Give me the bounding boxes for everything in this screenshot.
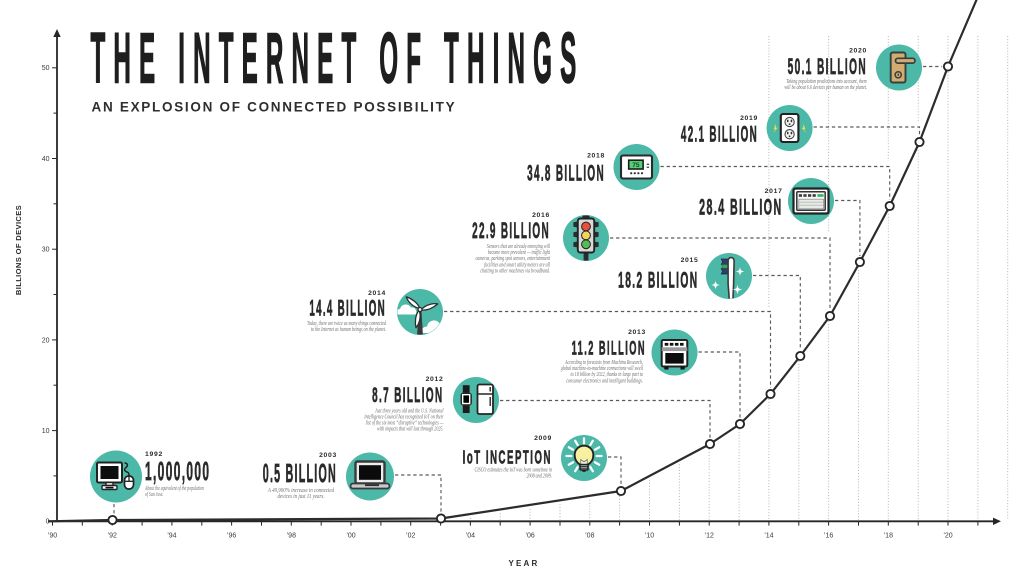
svg-text:11.2 BILLION: 11.2 BILLION [572, 338, 646, 360]
svg-text:2019: 2019 [740, 115, 758, 122]
svg-text:global machine-to-machine conn: global machine-to-machine connections wi… [561, 365, 644, 372]
svg-text:40: 40 [42, 156, 50, 163]
svg-text:YEAR: YEAR [508, 559, 539, 568]
svg-text:’16: ’16 [824, 533, 833, 540]
svg-text:About the equivalent of the po: About the equivalent of the population [144, 484, 204, 492]
svg-text:0: 0 [46, 519, 50, 526]
svg-text:’10: ’10 [645, 533, 654, 540]
svg-text:’94: ’94 [167, 533, 176, 540]
svg-text:18.2 BILLION: 18.2 BILLION [618, 267, 698, 293]
svg-text:According to forecasts from Ma: According to forecasts from Machina Rese… [564, 358, 643, 366]
svg-text:chatting to other machines via: chatting to other machines via broadband… [480, 268, 550, 275]
svg-text:’98: ’98 [287, 533, 296, 540]
svg-text:1,000,000: 1,000,000 [145, 458, 210, 486]
svg-text:devices in just 11 years.: devices in just 11 years. [277, 494, 324, 501]
svg-text:2014: 2014 [368, 290, 386, 297]
svg-text:’90: ’90 [48, 533, 57, 540]
svg-text:to 18 billion by 2022, thanks: to 18 billion by 2022, thanks in large p… [570, 371, 643, 378]
svg-text:AN EXPLOSION OF CONNECTED POSS: AN EXPLOSION OF CONNECTED POSSIBILITY [92, 100, 457, 115]
svg-text:Today, there are twice as many: Today, there are twice as many things co… [307, 320, 386, 327]
svg-text:2016: 2016 [532, 212, 550, 219]
svg-text:2017: 2017 [765, 188, 783, 195]
svg-text:10: 10 [42, 428, 50, 435]
svg-text:30: 30 [42, 247, 50, 254]
svg-text:to the Internet as human being: to the Internet as human beings on the p… [311, 326, 386, 333]
svg-text:28.4 BILLION: 28.4 BILLION [699, 194, 782, 219]
svg-text:’08: ’08 [585, 533, 594, 540]
svg-text:A 49,900% increase in connecte: A 49,900% increase in connected [267, 486, 334, 494]
svg-text:2012: 2012 [426, 376, 444, 383]
svg-text:2015: 2015 [681, 257, 699, 264]
svg-text:2008 and 2009.: 2008 and 2009. [526, 473, 552, 480]
svg-text:50: 50 [42, 65, 50, 72]
svg-text:’20: ’20 [943, 533, 952, 540]
svg-text:Sensors that are already emerg: Sensors that are already emerging will [487, 243, 551, 250]
svg-text:THE INTERNET OF THINGS: THE INTERNET OF THINGS [91, 20, 585, 99]
svg-text:2018: 2018 [587, 153, 605, 160]
svg-text:1992: 1992 [145, 451, 163, 458]
svg-text:consumer electronics and intel: consumer electronics and intelligent bui… [566, 378, 643, 385]
svg-text:50.1 BILLION: 50.1 BILLION [788, 55, 867, 79]
svg-text:’14: ’14 [764, 533, 773, 540]
svg-text:become more prevalent — traffi: become more prevalent — traffic light [488, 248, 551, 256]
svg-text:’18: ’18 [884, 533, 893, 540]
svg-text:Taking population predictions: Taking population predictions into accou… [786, 78, 867, 85]
svg-text:42.1 BILLION: 42.1 BILLION [681, 122, 758, 147]
svg-text:2003: 2003 [319, 452, 337, 459]
svg-text:will be about 6.6 devices per: will be about 6.6 devices per human on t… [784, 84, 867, 91]
svg-text:’96: ’96 [227, 533, 236, 540]
svg-text:of San Jose.: of San Jose. [145, 490, 163, 498]
svg-text:’12: ’12 [705, 533, 714, 540]
svg-text:2020: 2020 [849, 48, 867, 55]
svg-text:Intelligence Council has recog: Intelligence Council has recognized IoT … [363, 414, 444, 421]
svg-text:cameras, parking spot sensors,: cameras, parking spot sensors, entertain… [475, 255, 550, 262]
svg-text:’06: ’06 [525, 533, 534, 540]
svg-text:’04: ’04 [466, 533, 475, 540]
svg-text:BILLIONS OF DEVICES: BILLIONS OF DEVICES [14, 205, 23, 295]
svg-text:’02: ’02 [406, 533, 415, 540]
svg-text:0.5 BILLION: 0.5 BILLION [263, 460, 337, 489]
svg-text:CISCO estimates the IoT was bo: CISCO estimates the IoT was born sometim… [474, 467, 552, 474]
svg-text:facilities and smart utility m: facilities and smart utility meters are … [484, 260, 550, 268]
svg-text:22.9 BILLION: 22.9 BILLION [472, 219, 550, 243]
svg-text:34.8 BILLION: 34.8 BILLION [527, 161, 605, 185]
svg-text:IoT INCEPTION: IoT INCEPTION [463, 448, 552, 468]
svg-text:14.4 BILLION: 14.4 BILLION [309, 296, 386, 321]
svg-text:’00: ’00 [346, 533, 355, 540]
svg-text:’92: ’92 [108, 533, 117, 540]
svg-text:list of the six most “disrupti: list of the six most “disruptive” techno… [366, 419, 444, 427]
svg-text:75: 75 [632, 162, 640, 169]
svg-text:2013: 2013 [628, 329, 646, 336]
svg-text:8.7 BILLION: 8.7 BILLION [372, 384, 443, 407]
svg-text:with impacts that will last th: with impacts that will last through 2025… [377, 426, 443, 433]
svg-text:Just three years old and the U: Just three years old and the U.S. Nation… [375, 408, 444, 415]
svg-text:2009: 2009 [534, 435, 552, 442]
svg-text:20: 20 [42, 337, 50, 344]
